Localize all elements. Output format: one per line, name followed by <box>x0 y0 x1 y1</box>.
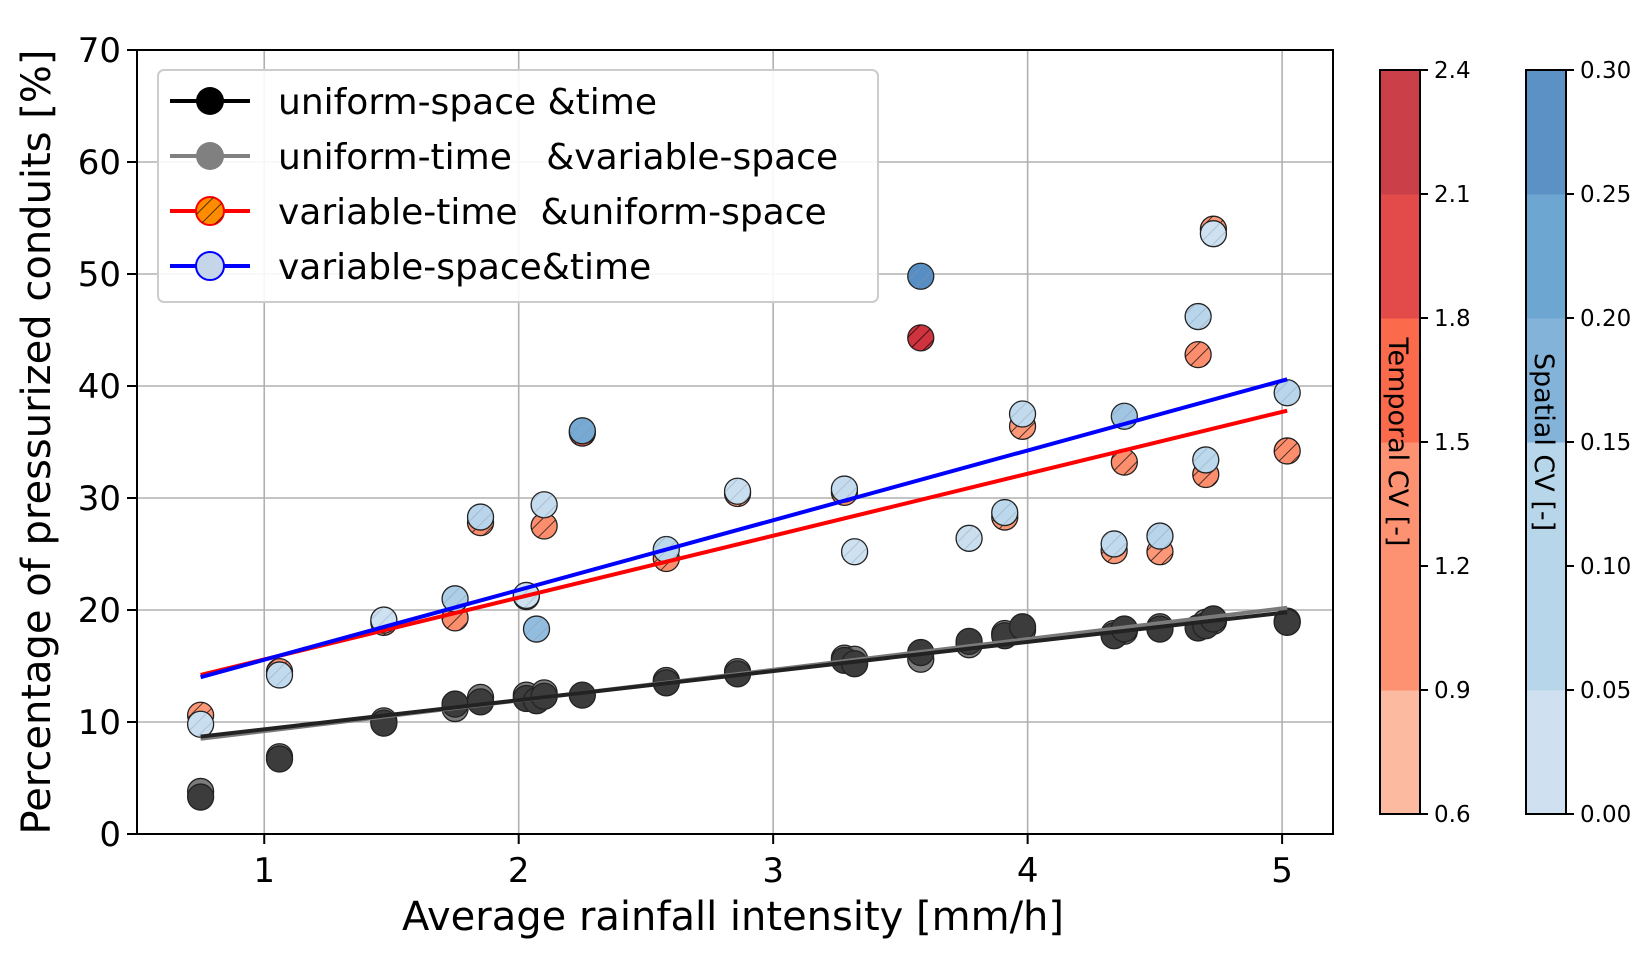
colorbar-band <box>1380 690 1420 815</box>
legend-entry-variable-time: variable-time &uniform-space <box>170 192 827 233</box>
colorbar-band <box>1526 690 1566 815</box>
colorbar-tick-label: 2.4 <box>1434 58 1471 84</box>
legend-marker-uniform-time <box>196 142 224 170</box>
point-hatch-variable-time <box>1274 437 1301 464</box>
colorbar-tick-label: 0.25 <box>1580 182 1631 208</box>
y-tick-label: 70 <box>78 31 121 71</box>
x-tick-label: 1 <box>253 851 275 891</box>
x-tick-label: 4 <box>1017 851 1039 891</box>
point-hatch-variable-time <box>1185 341 1212 368</box>
fit-line-uniform-space-time <box>200 610 1288 739</box>
colorbar-band <box>1526 566 1566 691</box>
y-tick-label: 30 <box>78 479 121 519</box>
x-tick-label: 2 <box>508 851 530 891</box>
x-axis-label: Average rainfall intensity [mm/h] <box>402 894 1064 940</box>
legend-marker-variable-space-time <box>195 251 225 281</box>
legend-marker-variable-time-hatch <box>196 197 224 225</box>
colorbar-band <box>1526 70 1566 195</box>
point-hatch-variable-space-time <box>1185 303 1212 330</box>
point-hatch-variable-space-time <box>956 525 983 552</box>
y-axis-label: Percentage of pressurized conduits [%] <box>14 50 60 835</box>
plot-frame <box>136 49 1334 835</box>
colorbar-tick-label: 0.9 <box>1434 678 1471 704</box>
colorbar-tick-label: 1.8 <box>1434 306 1471 332</box>
y-tick-label: 0 <box>99 815 121 855</box>
point-uniform-space-time <box>186 783 215 811</box>
colorbar-band <box>1380 566 1420 691</box>
x-tick-label: 3 <box>762 851 784 891</box>
y-tick-label: 10 <box>78 703 121 743</box>
point-hatch-variable-space-time <box>907 263 934 290</box>
colorbar-band <box>1380 442 1420 567</box>
point-hatch-variable-space-time <box>467 504 494 531</box>
x-tick-label: 5 <box>1271 851 1293 891</box>
fit-line-variable-time <box>200 408 1288 677</box>
colorbar-label: Temporal CV [-] <box>1382 337 1413 547</box>
colorbar-tick-label: 1.5 <box>1434 430 1471 456</box>
colorbar-band <box>1380 70 1420 195</box>
legend-label-variable-space-time: variable-space&time <box>278 247 651 288</box>
point-hatch-variable-space-time <box>1146 523 1173 550</box>
point-hatch-variable-time <box>1111 449 1138 476</box>
colorbar-tick-label: 0.05 <box>1580 678 1631 704</box>
point-hatch-variable-space-time <box>266 661 293 688</box>
legend-marker-uniform-space-time <box>196 87 224 115</box>
legend-entry-uniform-space-time: uniform-space &time <box>170 82 657 123</box>
point-hatch-variable-space-time <box>569 417 596 444</box>
point-hatch-variable-space-time <box>1192 446 1219 473</box>
point-uniform-space-time <box>265 745 294 773</box>
point-hatch-variable-time <box>907 324 934 351</box>
legend-box <box>157 69 879 303</box>
point-hatch-variable-space-time <box>831 476 858 503</box>
colorbar-label: Spatial CV [-] <box>1528 353 1559 531</box>
colorbar-tick-label: 0.30 <box>1580 58 1631 84</box>
colorbar-band <box>1526 318 1566 443</box>
colorbar-tick-label: 0.20 <box>1580 306 1631 332</box>
fit-line-variable-space-time <box>200 377 1288 680</box>
colorbar-tick-label: 1.2 <box>1434 554 1471 580</box>
colorbar-temporal: 0.6 0.9 1.2 1.5 1.8 2.1 2.4 Temporal CV [-] <box>1379 58 1471 828</box>
colorbar-tick-label: 0.6 <box>1434 802 1471 828</box>
legend-label-uniform-space-time: uniform-space &time <box>278 82 657 123</box>
colorbar-band <box>1526 442 1566 567</box>
colorbar-spatial: 0.00 0.05 0.10 0.15 0.20 0.25 0.30 Spatial CV [… <box>1525 58 1631 828</box>
legend-entry-variable-space-time: variable-space&time <box>170 247 651 288</box>
point-hatch-variable-space-time <box>523 616 550 643</box>
y-tick-label: 60 <box>78 143 121 183</box>
y-tick-label: 20 <box>78 591 121 631</box>
fit-lines <box>200 377 1288 741</box>
legend-label-variable-time: variable-time &uniform-space <box>278 192 827 233</box>
colorbar-tick-label: 2.1 <box>1434 182 1471 208</box>
point-hatch-variable-space-time <box>531 491 558 518</box>
legend: uniform-space &time uniform-time &variab… <box>157 69 879 303</box>
point-uniform-space-time <box>1008 613 1037 641</box>
point-hatch-variable-space-time <box>1200 220 1227 247</box>
point-hatch-variable-space-time <box>841 538 868 565</box>
legend-label-uniform-time: uniform-time &variable-space <box>278 137 838 178</box>
colorbar-band <box>1380 318 1420 443</box>
point-hatch-variable-space-time <box>187 711 214 738</box>
y-tick-label: 40 <box>78 367 121 407</box>
point-hatch-variable-space-time <box>1274 379 1301 406</box>
point-hatch-variable-space-time <box>1101 530 1128 557</box>
point-uniform-space-time <box>441 690 469 718</box>
colorbar-tick-label: 0.15 <box>1580 430 1631 456</box>
point-hatch-variable-time <box>531 513 558 539</box>
point-hatch-variable-space-time <box>724 478 751 505</box>
point-hatch-variable-space-time <box>991 499 1018 526</box>
point-hatch-variable-space-time <box>1009 401 1036 427</box>
y-tick-label: 50 <box>78 255 121 295</box>
colorbar-tick-label: 0.00 <box>1580 802 1631 828</box>
colorbar-tick-label: 0.10 <box>1580 554 1631 580</box>
legend-entry-uniform-time: uniform-time &variable-space <box>170 137 838 178</box>
colorbar-band <box>1526 194 1566 319</box>
colorbar-band <box>1380 194 1420 319</box>
